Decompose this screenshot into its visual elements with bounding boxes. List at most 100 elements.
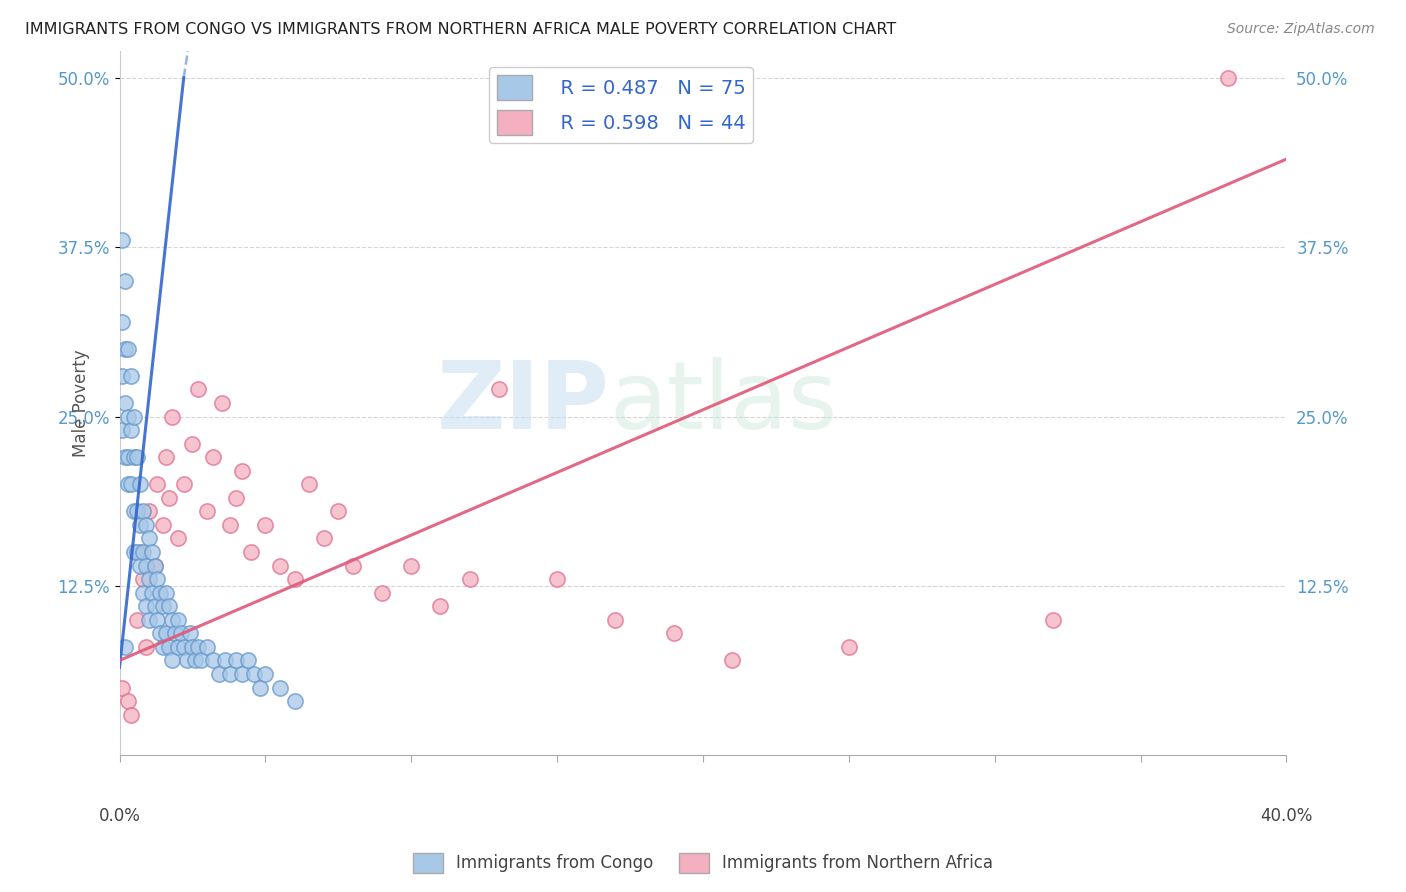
Point xyxy=(160,653,183,667)
Point xyxy=(122,450,145,465)
Point xyxy=(141,585,163,599)
Point xyxy=(120,423,142,437)
Point xyxy=(135,558,157,573)
Point xyxy=(146,477,169,491)
Point xyxy=(254,517,277,532)
Point xyxy=(342,558,364,573)
Point xyxy=(132,572,155,586)
Point xyxy=(201,450,224,465)
Point xyxy=(111,315,134,329)
Point xyxy=(138,613,160,627)
Point xyxy=(152,517,174,532)
Point xyxy=(120,477,142,491)
Point xyxy=(284,572,307,586)
Text: ZIP: ZIP xyxy=(437,357,610,449)
Point xyxy=(132,585,155,599)
Point xyxy=(122,545,145,559)
Point xyxy=(187,383,209,397)
Point xyxy=(662,626,685,640)
Point xyxy=(160,409,183,424)
Point xyxy=(298,477,321,491)
Point xyxy=(231,667,253,681)
Point xyxy=(284,694,307,708)
Point xyxy=(211,396,233,410)
Point xyxy=(173,640,195,654)
Point xyxy=(488,383,510,397)
Legend:   R = 0.487   N = 75,   R = 0.598   N = 44: R = 0.487 N = 75, R = 0.598 N = 44 xyxy=(489,68,754,143)
Point xyxy=(117,694,139,708)
Text: 40.0%: 40.0% xyxy=(1260,806,1313,825)
Point xyxy=(187,640,209,654)
Point xyxy=(152,599,174,614)
Point xyxy=(155,585,177,599)
Point xyxy=(157,599,180,614)
Point xyxy=(721,653,744,667)
Point xyxy=(179,626,201,640)
Point xyxy=(138,572,160,586)
Point xyxy=(114,342,136,356)
Point xyxy=(190,653,212,667)
Point xyxy=(401,558,423,573)
Point xyxy=(160,613,183,627)
Point xyxy=(122,504,145,518)
Point xyxy=(114,640,136,654)
Point xyxy=(546,572,568,586)
Point xyxy=(167,640,190,654)
Point xyxy=(129,545,152,559)
Point xyxy=(195,504,218,518)
Point xyxy=(125,504,148,518)
Point xyxy=(219,517,242,532)
Point xyxy=(312,532,335,546)
Text: IMMIGRANTS FROM CONGO VS IMMIGRANTS FROM NORTHERN AFRICA MALE POVERTY CORRELATIO: IMMIGRANTS FROM CONGO VS IMMIGRANTS FROM… xyxy=(25,22,897,37)
Point xyxy=(219,667,242,681)
Point xyxy=(605,613,627,627)
Point xyxy=(141,545,163,559)
Point xyxy=(181,640,204,654)
Point xyxy=(371,585,394,599)
Point xyxy=(129,477,152,491)
Point xyxy=(125,613,148,627)
Point xyxy=(120,707,142,722)
Point xyxy=(132,545,155,559)
Point xyxy=(254,667,277,681)
Point xyxy=(111,423,134,437)
Point xyxy=(231,464,253,478)
Point xyxy=(146,613,169,627)
Point xyxy=(225,653,247,667)
Point xyxy=(157,491,180,505)
Point xyxy=(114,396,136,410)
Point xyxy=(167,532,190,546)
Point xyxy=(125,545,148,559)
Point xyxy=(135,640,157,654)
Point xyxy=(129,517,152,532)
Point xyxy=(111,368,134,383)
Point xyxy=(239,545,262,559)
Point xyxy=(111,681,134,695)
Point xyxy=(249,681,271,695)
Point xyxy=(138,532,160,546)
Point xyxy=(167,613,190,627)
Point xyxy=(181,436,204,450)
Point xyxy=(328,504,350,518)
Point xyxy=(135,517,157,532)
Point xyxy=(157,640,180,654)
Point xyxy=(143,558,166,573)
Point xyxy=(429,599,451,614)
Point xyxy=(208,667,231,681)
Point xyxy=(163,626,186,640)
Point xyxy=(114,450,136,465)
Point xyxy=(269,558,291,573)
Legend: Immigrants from Congo, Immigrants from Northern Africa: Immigrants from Congo, Immigrants from N… xyxy=(406,847,1000,880)
Point xyxy=(135,599,157,614)
Point xyxy=(170,626,193,640)
Y-axis label: Male Poverty: Male Poverty xyxy=(72,349,90,457)
Point xyxy=(138,504,160,518)
Point xyxy=(184,653,207,667)
Point xyxy=(129,558,152,573)
Point xyxy=(225,491,247,505)
Point xyxy=(1216,70,1239,85)
Point xyxy=(201,653,224,667)
Point xyxy=(143,599,166,614)
Point xyxy=(117,409,139,424)
Point xyxy=(242,667,264,681)
